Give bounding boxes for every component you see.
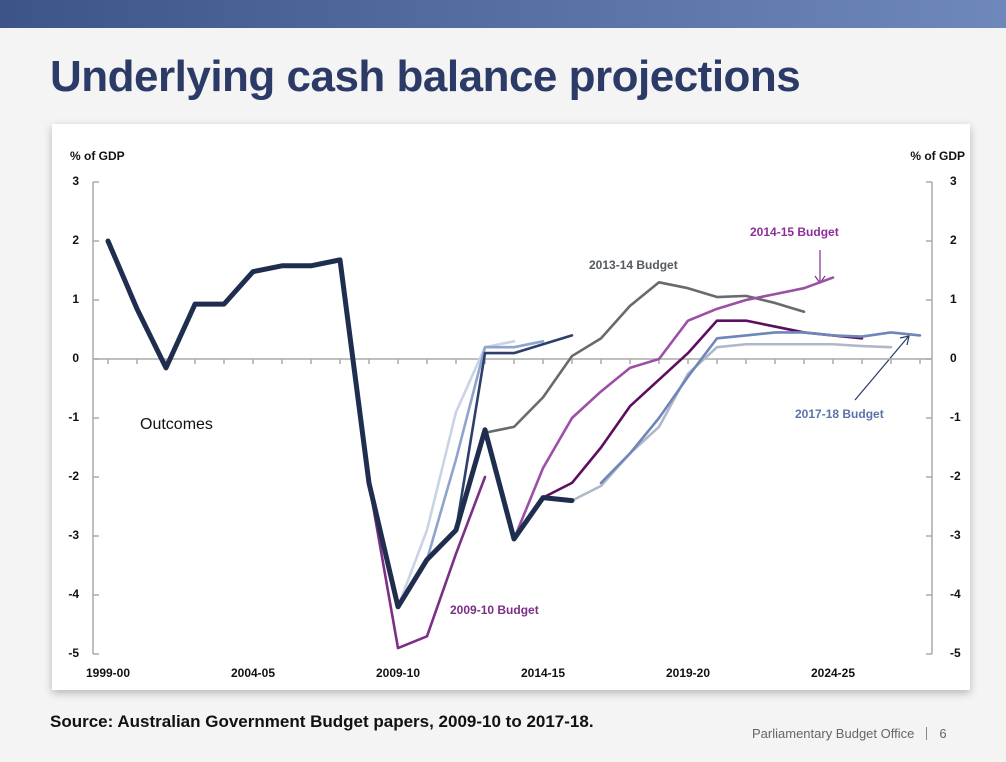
y-tick-label: 1 — [72, 292, 79, 306]
slide-title: Underlying cash balance projections — [50, 52, 801, 101]
y-tick-label: -5 — [68, 646, 79, 660]
series-line — [396, 340, 516, 609]
chart-panel — [52, 124, 970, 690]
series-label: Outcomes — [140, 416, 213, 433]
y-tick-label: -3 — [68, 528, 79, 542]
y-axis-label: % of GDP — [70, 149, 125, 163]
annotation-arrowhead — [899, 335, 910, 346]
source-note: Source: Australian Government Budget pap… — [50, 712, 594, 731]
y2-tick-label: -4 — [950, 587, 961, 601]
series-label: 2017-18 Budget — [795, 407, 884, 421]
y2-tick-label: 3 — [950, 174, 957, 188]
series-line — [105, 238, 575, 610]
annotation-arrow — [854, 336, 909, 401]
y2-tick-label: -3 — [950, 528, 961, 542]
y-tick-label: 2 — [72, 233, 79, 247]
x-tick-label: 2004-05 — [231, 666, 275, 680]
series-label: 2009-10 Budget — [450, 603, 539, 617]
footer: Parliamentary Budget Office 6 — [752, 726, 947, 741]
series-line — [367, 475, 487, 650]
y2-tick-label: 1 — [950, 292, 957, 306]
series-label: 2014-15 Budget — [750, 225, 839, 239]
x-tick-label: 2009-10 — [376, 666, 420, 680]
series-line — [599, 331, 922, 485]
series-line — [483, 281, 806, 435]
separator — [926, 727, 928, 740]
series-label: 2013-14 Budget — [589, 258, 678, 272]
y-tick-label: 3 — [72, 174, 79, 188]
series-line — [512, 276, 835, 541]
x-tick-label: 2019-20 — [666, 666, 710, 680]
x-tick-label: 1999-00 — [86, 666, 130, 680]
x-tick-label: 2024-25 — [811, 666, 855, 680]
y2-axis-label: % of GDP — [910, 149, 965, 163]
y2-tick-label: 2 — [950, 233, 957, 247]
y2-tick-label: -2 — [950, 469, 961, 483]
y-tick-label: -4 — [68, 587, 79, 601]
y-tick-label: -2 — [68, 469, 79, 483]
y2-tick-label: -1 — [950, 410, 961, 424]
x-tick-label: 2014-15 — [521, 666, 565, 680]
y2-tick-label: 0 — [950, 351, 957, 365]
organisation: Parliamentary Budget Office — [752, 726, 915, 741]
top-bar — [0, 0, 1006, 28]
y-tick-label: -1 — [68, 410, 79, 424]
series-line — [454, 334, 574, 532]
y2-tick-label: -5 — [950, 646, 961, 660]
y-tick-label: 0 — [72, 351, 79, 365]
page-number: 6 — [939, 726, 947, 741]
series-line — [425, 340, 545, 561]
